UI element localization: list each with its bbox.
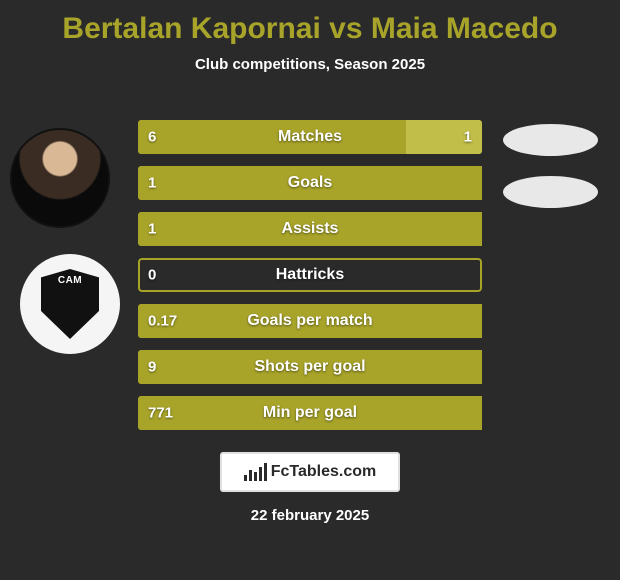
bars-container: Matches61Goals1Assists1Hattricks0Goals p… bbox=[138, 120, 482, 442]
bar-label: Assists bbox=[138, 220, 482, 238]
barchart-icon bbox=[244, 463, 267, 481]
bar-left-value: 9 bbox=[148, 359, 156, 376]
bar-left-value: 1 bbox=[148, 221, 156, 238]
bar-label: Hattricks bbox=[138, 266, 482, 284]
stat-row: Assists1 bbox=[138, 212, 482, 246]
bar-label: Goals bbox=[138, 174, 482, 192]
stat-row: Hattricks0 bbox=[138, 258, 482, 292]
footer-date: 22 february 2025 bbox=[0, 507, 620, 524]
comparison-placeholder-oval bbox=[503, 124, 598, 156]
stat-row: Min per goal771 bbox=[138, 396, 482, 430]
player-avatar bbox=[10, 128, 110, 228]
subtitle: Club competitions, Season 2025 bbox=[0, 56, 620, 73]
bar-left-value: 0.17 bbox=[148, 313, 177, 330]
stat-row: Goals1 bbox=[138, 166, 482, 200]
bar-label: Min per goal bbox=[138, 404, 482, 422]
page-title: Bertalan Kapornai vs Maia Macedo bbox=[0, 0, 620, 46]
bar-right-value: 1 bbox=[464, 129, 472, 146]
stat-row: Matches6 1 bbox=[138, 120, 482, 154]
club-badge bbox=[20, 254, 120, 354]
bar-left-value: 771 bbox=[148, 405, 173, 422]
bar-left-value: 1 bbox=[148, 175, 156, 192]
footer-logo: FcTables.com bbox=[220, 452, 400, 492]
shield-icon bbox=[41, 269, 99, 339]
bar-label: Matches bbox=[138, 128, 482, 146]
comparison-placeholder-oval bbox=[503, 176, 598, 208]
footer-logo-text: FcTables.com bbox=[271, 463, 377, 481]
bar-left-value: 0 bbox=[148, 267, 156, 284]
stat-row: Goals per match0.17 bbox=[138, 304, 482, 338]
bar-label: Shots per goal bbox=[138, 358, 482, 376]
bar-label: Goals per match bbox=[138, 312, 482, 330]
stat-row: Shots per goal9 bbox=[138, 350, 482, 384]
bar-left-value: 6 bbox=[148, 129, 156, 146]
